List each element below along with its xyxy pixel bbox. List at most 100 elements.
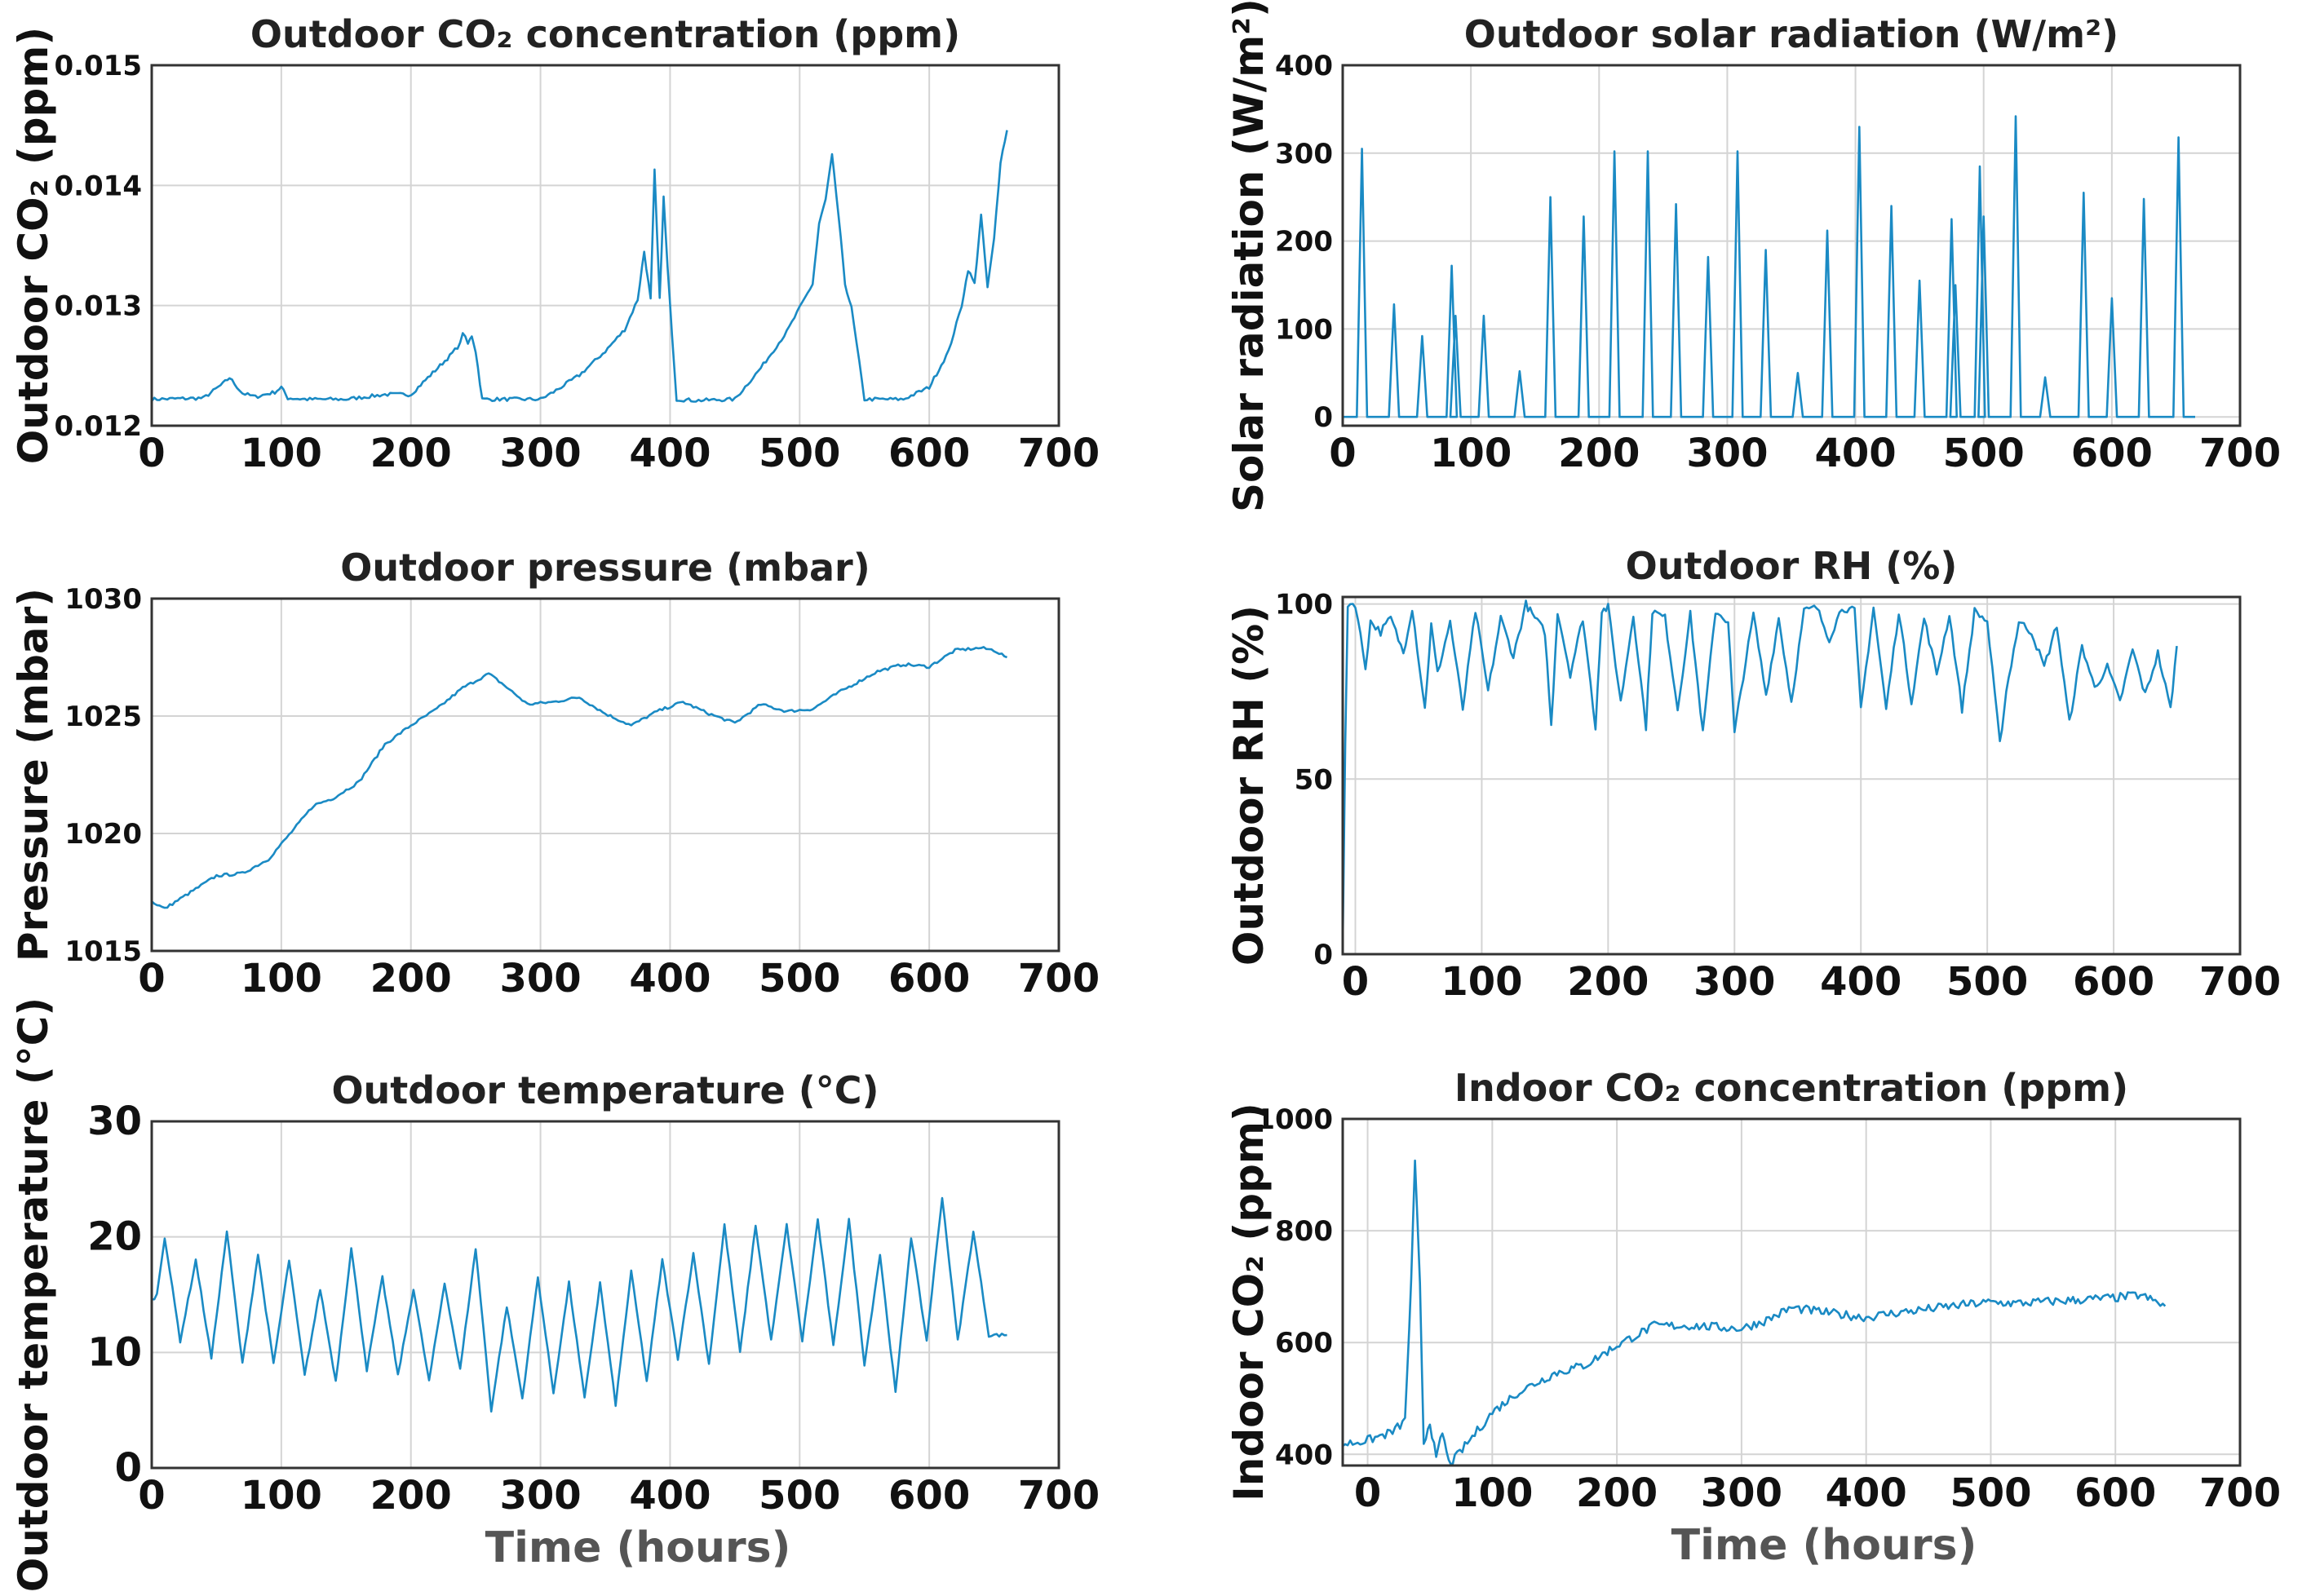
plot-frame (1341, 595, 2242, 956)
y-tick-label: 20 (87, 1214, 142, 1260)
x-tick-label: 300 (1701, 1470, 1782, 1516)
x-tick-label: 200 (370, 431, 452, 476)
x-axis-label: Time (hours) (1671, 1521, 1977, 1570)
chart-solar-radiation: Outdoor solar radiation (W/m²) 0 100 200 300… (1225, 0, 2281, 512)
x-tick-label: 300 (1693, 959, 1775, 1005)
x-tick-label: 100 (1430, 431, 1512, 476)
chart-outdoor-temperature: Outdoor temperature (°C)0 100 200 300 400 500… (10, 997, 1100, 1592)
x-tick-label: 300 (499, 431, 581, 476)
x-tick-label: 400 (1820, 959, 1901, 1005)
x-tick-label: 0 (138, 431, 165, 476)
y-tick-label: 10 (87, 1329, 142, 1375)
y-tick-label: 1000 (1255, 1103, 1333, 1136)
x-tick-label: 200 (1558, 431, 1640, 476)
y-tick-label: 0 (115, 1445, 142, 1491)
x-tick-label: 400 (629, 956, 711, 1001)
x-tick-label: 100 (241, 956, 322, 1001)
x-tick-label: 500 (759, 431, 840, 476)
y-axis-label: Outdoor CO₂ (ppm) (10, 27, 57, 464)
x-tick-label: 700 (2199, 431, 2281, 476)
series-line (150, 130, 1008, 403)
x-tick-label: 500 (1950, 1470, 2031, 1516)
chart-title: Indoor CO₂ concentration (ppm) (1454, 1066, 2128, 1110)
x-tick-label: 400 (1814, 431, 1896, 476)
x-tick-label: 0 (1342, 959, 1369, 1005)
x-tick-label: 600 (888, 1473, 970, 1519)
series-line (151, 1196, 1007, 1413)
plot-frame (150, 64, 1060, 427)
chart-title: Outdoor temperature (°C) (331, 1068, 879, 1112)
plot-frame (1341, 1117, 2242, 1467)
y-axis-label: Pressure (mbar) (10, 588, 57, 962)
x-tick-label: 400 (629, 431, 711, 476)
y-tick-label: 300 (1275, 138, 1333, 170)
y-tick-label: 50 (1295, 763, 1333, 796)
y-tick-label: 200 (1275, 226, 1333, 259)
x-tick-label: 200 (1576, 1470, 1658, 1516)
x-tick-label: 700 (2199, 1470, 2281, 1516)
plot-frame (150, 597, 1060, 953)
chart-title: Outdoor pressure (mbar) (340, 546, 870, 590)
x-tick-label: 0 (1329, 431, 1356, 476)
x-tick-label: 0 (1354, 1470, 1381, 1516)
y-tick-label: 0.015 (54, 50, 142, 82)
y-tick-label: 100 (1275, 589, 1333, 621)
y-tick-label: 30 (87, 1099, 142, 1144)
plot-frame (1341, 64, 2242, 427)
x-tick-label: 100 (241, 431, 322, 476)
y-tick-label: 1030 (64, 583, 142, 616)
x-tick-label: 300 (1686, 431, 1768, 476)
x-tick-label: 600 (2074, 1470, 2156, 1516)
series-line (1341, 599, 2178, 944)
x-tick-label: 0 (138, 956, 165, 1001)
y-axis-label: Outdoor RH (%) (1225, 605, 1273, 966)
x-tick-label: 500 (1943, 431, 2025, 476)
y-axis-label: Indoor CO₂ (ppm) (1225, 1103, 1273, 1501)
x-tick-label: 600 (2073, 959, 2154, 1005)
y-tick-label: 100 (1275, 313, 1333, 346)
chart-title: Outdoor RH (%) (1626, 544, 1958, 588)
x-tick-label: 300 (499, 956, 581, 1001)
y-axis-label: Solar radiation (W/m²) (1225, 0, 1273, 512)
x-tick-label: 700 (1018, 956, 1100, 1001)
x-tick-label: 300 (499, 1473, 581, 1519)
y-tick-label: 0.014 (54, 170, 142, 202)
x-tick-label: 600 (888, 956, 970, 1001)
x-tick-label: 100 (1451, 1470, 1533, 1516)
x-tick-label: 700 (1018, 1473, 1100, 1519)
chart-title: Outdoor CO₂ concentration (ppm) (250, 12, 960, 56)
plot-frame (150, 1120, 1060, 1470)
x-tick-label: 100 (241, 1473, 322, 1519)
chart-indoor-co2: Indoor CO₂ concentration (ppm) 0 100 200 300… (1225, 1066, 2281, 1570)
y-tick-label: 0.012 (54, 410, 142, 443)
chart-title: Outdoor solar radiation (W/m²) (1464, 12, 2118, 56)
series-line (1343, 115, 2195, 418)
chart-outdoor-co2: Outdoor CO₂ concentration (ppm) 0 100 200 30… (10, 12, 1100, 476)
x-tick-label: 200 (370, 1473, 452, 1519)
x-tick-label: 200 (1567, 959, 1649, 1005)
y-tick-label: 1025 (64, 701, 142, 733)
x-tick-label: 700 (1018, 431, 1100, 476)
x-tick-label: 600 (888, 431, 970, 476)
x-tick-label: 0 (138, 1473, 165, 1519)
x-tick-label: 400 (629, 1473, 711, 1519)
series-line (151, 646, 1007, 909)
x-tick-label: 100 (1441, 959, 1522, 1005)
y-tick-label: 0.013 (54, 290, 142, 323)
series-line (1342, 1159, 2167, 1466)
y-tick-label: 1020 (64, 818, 142, 851)
y-tick-label: 800 (1275, 1215, 1333, 1248)
x-tick-label: 600 (2071, 431, 2153, 476)
chart-outdoor-pressure: Outdoor pressure (mbar) 0 100 200 300 400 500 6… (10, 546, 1100, 1001)
y-tick-label: 0 (1313, 401, 1333, 434)
y-axis-label: Outdoor temperature (°C) (10, 997, 57, 1592)
y-tick-label: 600 (1275, 1327, 1333, 1359)
x-tick-label: 700 (2199, 959, 2281, 1005)
y-tick-label: 400 (1275, 50, 1333, 82)
y-tick-label: 400 (1275, 1439, 1333, 1471)
x-tick-label: 500 (759, 956, 840, 1001)
x-tick-label: 200 (370, 956, 452, 1001)
y-tick-label: 0 (1313, 939, 1333, 971)
x-tick-label: 400 (1826, 1470, 1907, 1516)
